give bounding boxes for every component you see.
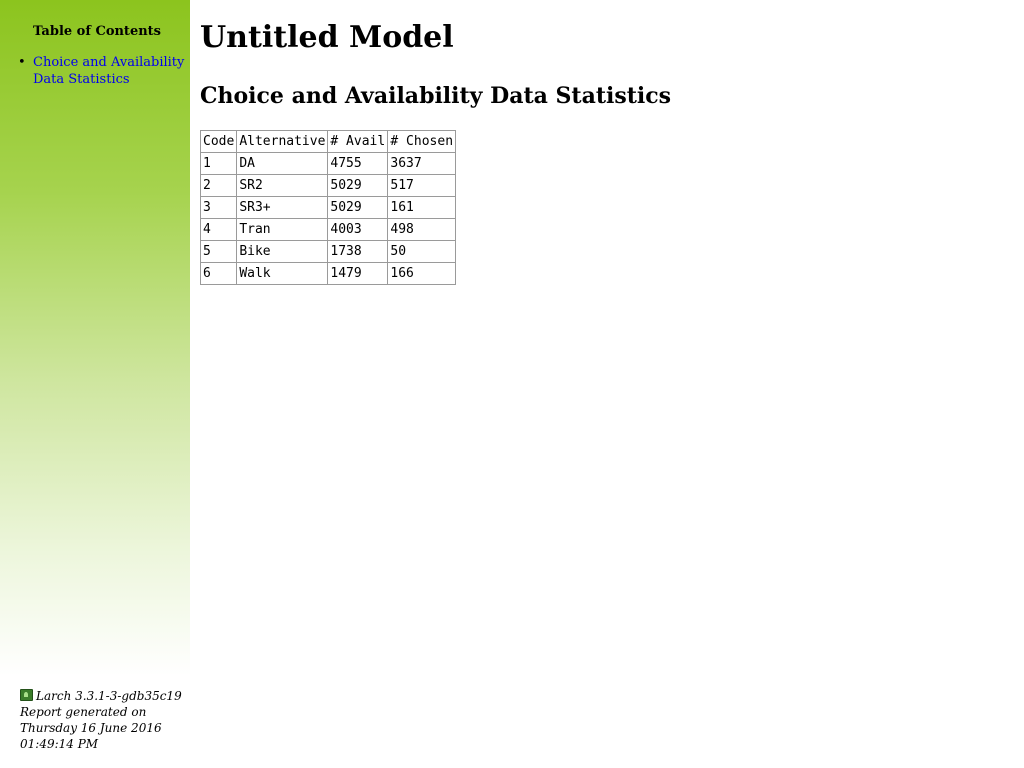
generated-label: Report generated on: [20, 705, 147, 719]
cell-code: 5: [199, 240, 238, 263]
column-header-code: Code: [199, 130, 238, 153]
cell-code: 4: [199, 218, 238, 241]
column-header-avail: # Avail: [327, 130, 389, 153]
cell-avail: 1738: [327, 240, 389, 263]
table-header-row: Code Alternative # Avail # Chosen: [199, 130, 457, 153]
cell-code: 2: [199, 174, 238, 197]
table-row: 2 SR2 5029 517: [199, 174, 457, 197]
cell-alternative: SR2: [236, 174, 329, 197]
cell-chosen: 3637: [387, 152, 457, 175]
generated-time: 01:49:14 PM: [20, 737, 99, 751]
larch-logo-icon: [20, 689, 33, 701]
cell-alternative: Bike: [236, 240, 329, 263]
cell-code: 6: [199, 262, 238, 285]
cell-alternative: SR3+: [236, 196, 329, 219]
section-title: Choice and Availability Data Statistics: [200, 83, 672, 109]
toc-link-choice-availability[interactable]: Choice and Availability Data Statistics: [33, 55, 185, 87]
cell-code: 1: [199, 152, 238, 175]
cell-alternative: Walk: [236, 262, 329, 285]
cell-chosen: 161: [387, 196, 457, 219]
toc-item: • Choice and Availability Data Statistic…: [18, 54, 185, 88]
sidebar: Table of Contents • Choice and Availabil…: [0, 0, 190, 768]
version-text: Larch 3.3.1-3-gdb35c19: [36, 689, 182, 703]
table-row: 5 Bike 1738 50: [199, 240, 457, 263]
toc-list: • Choice and Availability Data Statistic…: [18, 54, 185, 88]
cell-alternative: Tran: [236, 218, 329, 241]
column-header-chosen: # Chosen: [387, 130, 457, 153]
cell-chosen: 166: [387, 262, 457, 285]
choice-availability-table: Code Alternative # Avail # Chosen 1 DA 4…: [199, 130, 457, 285]
cell-chosen: 517: [387, 174, 457, 197]
cell-alternative: DA: [236, 152, 329, 175]
cell-avail: 1479: [327, 262, 389, 285]
bullet-icon: •: [18, 55, 26, 70]
cell-avail: 4003: [327, 218, 389, 241]
column-header-alternative: Alternative: [236, 130, 329, 153]
cell-avail: 5029: [327, 196, 389, 219]
table-row: 1 DA 4755 3637: [199, 152, 457, 175]
cell-chosen: 498: [387, 218, 457, 241]
cell-chosen: 50: [387, 240, 457, 263]
table-row: 3 SR3+ 5029 161: [199, 196, 457, 219]
toc-title: Table of Contents: [33, 24, 161, 39]
table-row: 6 Walk 1479 166: [199, 262, 457, 285]
page-title: Untitled Model: [200, 20, 454, 55]
report-footer: Larch 3.3.1-3-gdb35c19 Report generated …: [20, 688, 188, 752]
generated-date: Thursday 16 June 2016: [20, 721, 162, 735]
cell-code: 3: [199, 196, 238, 219]
table-row: 4 Tran 4003 498: [199, 218, 457, 241]
cell-avail: 5029: [327, 174, 389, 197]
cell-avail: 4755: [327, 152, 389, 175]
